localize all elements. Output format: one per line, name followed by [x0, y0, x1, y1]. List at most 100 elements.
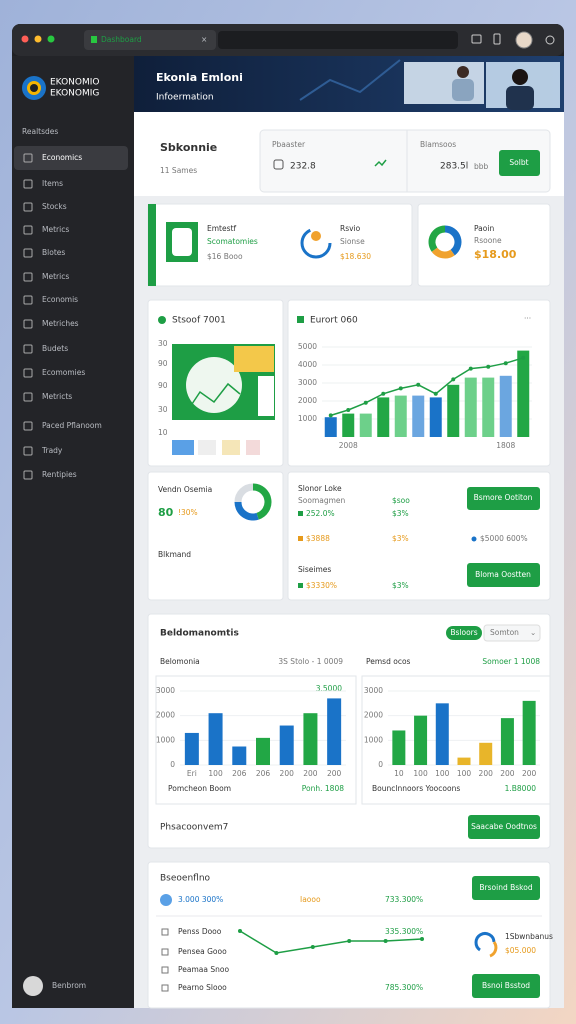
bar — [359, 413, 372, 437]
row-value: $3% — [392, 534, 409, 543]
bar — [256, 737, 270, 765]
bar — [279, 725, 294, 765]
list-icon — [161, 984, 169, 992]
chart-title: Belomonia — [160, 657, 200, 666]
x-tick-label: 100 — [457, 769, 472, 778]
list-icon — [161, 966, 169, 974]
button[interactable] — [467, 563, 540, 587]
x-tick-label: 206 — [232, 769, 247, 778]
stock-image — [234, 346, 274, 372]
x-tick-label: 1808 — [496, 441, 515, 450]
close[interactable] — [21, 35, 29, 43]
bar — [429, 397, 442, 437]
toolbar-icon[interactable] — [545, 35, 555, 45]
point — [363, 400, 368, 405]
x-tick-label: 100 — [208, 769, 223, 778]
person — [457, 66, 469, 78]
menu-icon — [23, 179, 33, 189]
trend-icon — [374, 159, 387, 167]
menu[interactable]: ··· — [524, 314, 531, 323]
donut-segment — [234, 501, 259, 521]
button[interactable] — [499, 150, 540, 176]
kpi-icon — [311, 231, 321, 241]
x-tick-label: 100 — [413, 769, 428, 778]
card-title: Beldomanomtis — [160, 629, 239, 639]
breakdown-card — [147, 613, 551, 849]
list-item: Peamaa Snoo — [178, 965, 229, 974]
stock-image — [187, 382, 241, 411]
tab[interactable] — [84, 30, 216, 50]
tab-close[interactable]: × — [201, 35, 207, 44]
toolbar-icon[interactable] — [471, 34, 482, 44]
toolbar-icon[interactable] — [493, 33, 501, 45]
maximize[interactable] — [47, 35, 55, 43]
sidebar-section: Realtsdes — [22, 127, 58, 136]
point — [310, 945, 315, 949]
user-avatar[interactable] — [23, 976, 43, 996]
summary-icon — [160, 894, 172, 906]
menu-icon — [23, 421, 33, 431]
row-extra: $5000 600% — [480, 534, 528, 543]
bar — [482, 377, 495, 437]
y-tick-label: 1000 — [298, 414, 317, 423]
chart-footer: Bounclnnoors Yoocoons — [372, 784, 460, 793]
point — [346, 408, 351, 412]
mini-icon[interactable] — [172, 440, 194, 455]
menu-icon — [23, 295, 33, 305]
button-label: Saacabe Oodtnos — [471, 822, 537, 831]
button[interactable] — [468, 815, 540, 839]
x-tick-label: 200 — [280, 769, 295, 778]
list-item: Pensea Gooo — [178, 947, 227, 956]
menu-icon — [23, 319, 33, 329]
button[interactable] — [467, 487, 540, 510]
menu-item: Trady — [41, 446, 63, 455]
donut-segment — [234, 483, 254, 503]
menu-item: Ecomomies — [42, 368, 85, 377]
point — [381, 391, 386, 396]
bar — [184, 732, 199, 765]
mini-icon[interactable] — [246, 440, 260, 455]
x-tick-label: 200 — [303, 769, 318, 778]
y-tick-label: 3000 — [298, 378, 317, 387]
active-item[interactable] — [14, 146, 128, 170]
toggle-on[interactable] — [446, 626, 482, 640]
mini-icon[interactable] — [198, 440, 216, 455]
button[interactable] — [472, 974, 540, 998]
dropdown[interactable] — [483, 624, 541, 642]
kpi-subtitle: Scomatomies — [207, 237, 258, 246]
menu-icon — [23, 368, 33, 378]
card-subtitle: Soomagmen — [298, 496, 346, 505]
note: Phsacoonvem7 — [160, 823, 228, 833]
axis-label: 30 — [158, 405, 168, 414]
x-tick-label: 200 — [522, 769, 537, 778]
bullet — [471, 536, 477, 542]
kpi-value: $16 Booo — [207, 252, 243, 261]
button[interactable] — [472, 876, 540, 900]
chart-frame — [155, 675, 357, 805]
bar — [447, 384, 460, 437]
kpi-value: $18.00 — [474, 248, 517, 261]
y-tick-label: 3000 — [156, 686, 175, 695]
bar — [522, 700, 536, 765]
x-tick-label: Eri — [187, 769, 197, 778]
donut-segment — [431, 247, 455, 259]
row-label: $3330% — [306, 581, 337, 590]
avatar[interactable] — [515, 31, 533, 49]
point — [416, 382, 421, 387]
mini-icon[interactable] — [222, 440, 240, 455]
address-bar[interactable] — [218, 31, 458, 49]
x-tick-label: 2008 — [339, 441, 358, 450]
y-tick-label: 3000 — [364, 686, 383, 695]
stat-value: 283.5l — [440, 162, 468, 172]
kpi-subtitle: Sionse — [340, 237, 365, 246]
summary-subtitle: 11 Sames — [160, 166, 197, 175]
point — [398, 386, 403, 391]
y-tick-label: 1000 — [364, 735, 383, 744]
chart-peak: 3.5000 — [316, 684, 342, 693]
minimize[interactable] — [34, 35, 42, 43]
bar — [517, 350, 530, 437]
header-deco — [299, 59, 401, 101]
bar — [303, 713, 318, 765]
bar — [412, 395, 425, 437]
button-label: Bloma Oostten — [475, 570, 531, 579]
